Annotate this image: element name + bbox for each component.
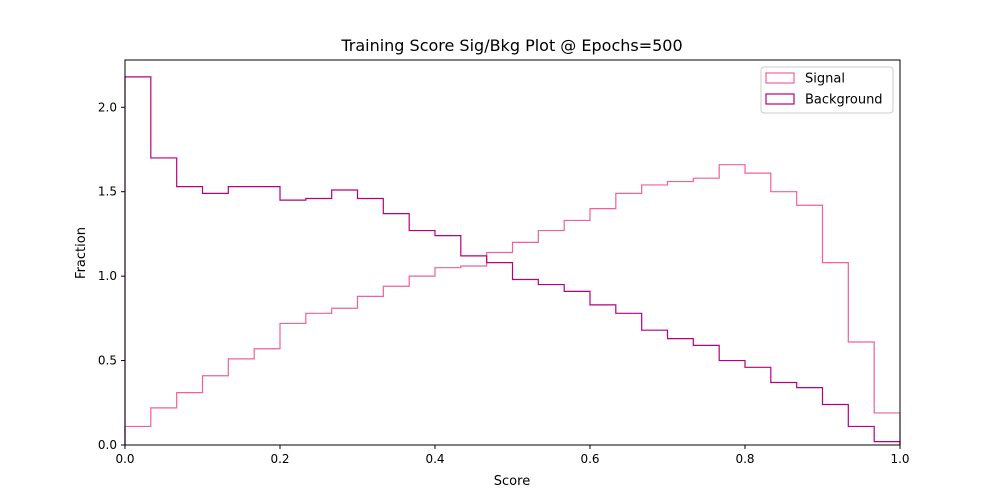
x-axis-label: Score (494, 474, 530, 489)
y-tick-label: 0.0 (98, 438, 117, 452)
x-tick-label: 0.4 (425, 452, 444, 466)
y-tick-label: 1.5 (98, 185, 117, 199)
series-signal-line (124, 164, 901, 445)
y-axis-label: Fraction (74, 227, 89, 279)
legend: Signal Background (760, 66, 894, 114)
series-background-line (124, 76, 901, 445)
axes-frame (124, 59, 901, 446)
y-tick-label: 1.0 (98, 269, 117, 283)
x-tick-label: 0.8 (735, 452, 754, 466)
plot-area (124, 76, 901, 445)
x-tick-label: 0.6 (580, 452, 599, 466)
legend-swatch-signal (765, 72, 795, 84)
x-tick-label: 0.0 (115, 452, 134, 466)
y-tick-label: 2.0 (98, 100, 117, 114)
y-tick-label: 0.5 (98, 354, 117, 368)
legend-swatch-background (765, 93, 795, 105)
chart-title: Training Score Sig/Bkg Plot @ Epochs=500 (340, 36, 682, 55)
legend-label-background: Background (805, 93, 883, 108)
axes: 0.0 0.2 0.4 0.6 0.8 1.0 0.0 0.5 1.0 1.5 2.0 (98, 59, 910, 466)
x-tick-label: 1.0 (890, 452, 909, 466)
legend-label-signal: Signal (805, 72, 845, 87)
x-tick-label: 0.2 (270, 452, 289, 466)
